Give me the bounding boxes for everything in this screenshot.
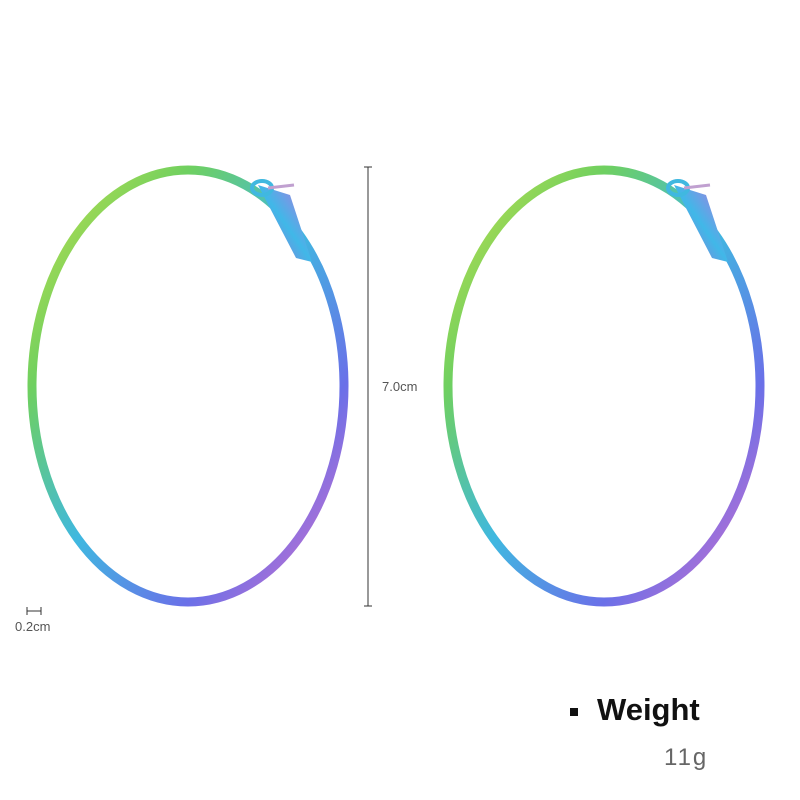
weight-value: 11g (664, 744, 709, 771)
height-measure-line (364, 166, 372, 607)
thickness-label: 0.2cm (15, 619, 51, 634)
left-clasp (258, 185, 312, 262)
right-hoop (443, 165, 765, 607)
thickness-measure-line (26, 607, 42, 615)
height-label: 7.0cm (382, 379, 418, 394)
weight-title: Weight (597, 692, 700, 727)
bullet-icon (570, 708, 578, 716)
right-clasp (674, 185, 728, 262)
left-hoop (27, 165, 349, 607)
